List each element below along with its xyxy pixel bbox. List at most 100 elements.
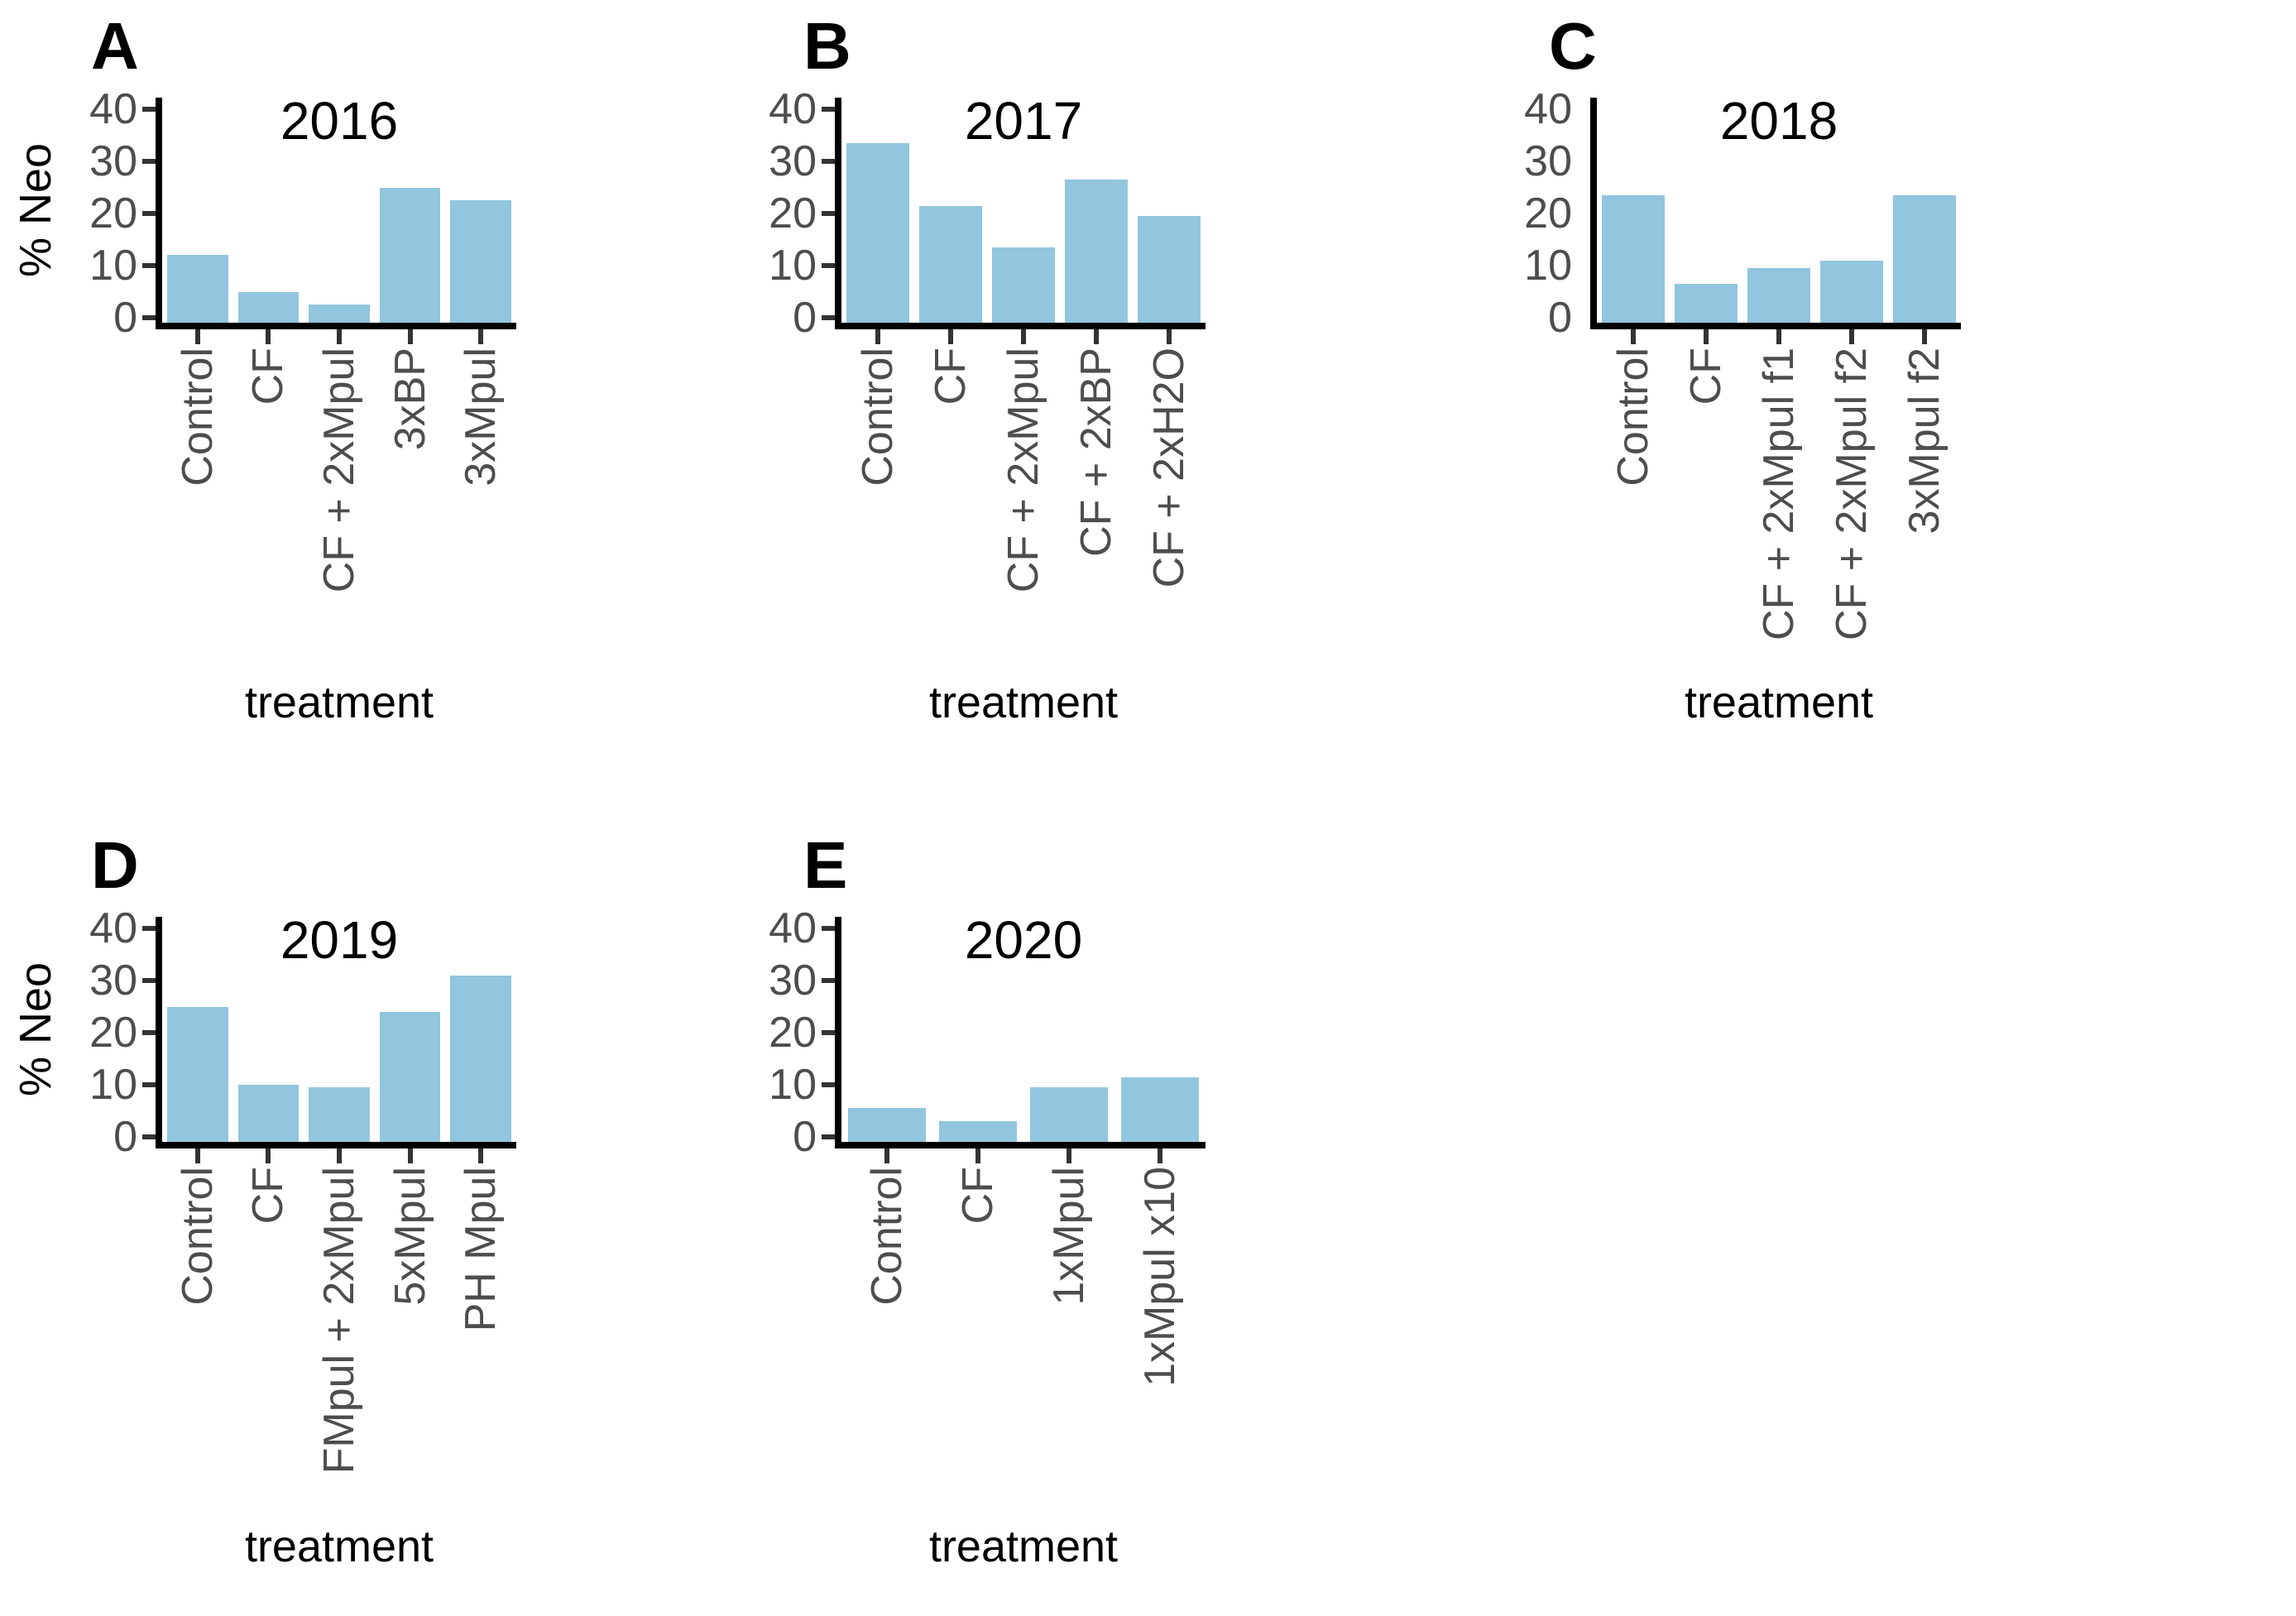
x-tick-label-cf-2xmpul-f2: CF + 2xMpul f2: [1828, 348, 1876, 641]
x-tick-label-control: Control: [854, 348, 902, 487]
bar-slot: [162, 917, 233, 1142]
bar-slot: [841, 98, 914, 323]
x-tick-label-cell: FMpul + 2xMpul: [304, 1167, 375, 1474]
x-tick-label-cell: Control: [162, 1167, 233, 1474]
x-tick-mark: [1922, 329, 1927, 344]
bar-ph-mpul: [450, 975, 511, 1142]
y-tick-label-30: 30: [89, 137, 137, 185]
panel-letter-A: A: [91, 9, 139, 83]
bar-cf-2xmpul-f2: [1820, 260, 1883, 323]
x-tick-labels: Control CF FMpul + 2xMpul 5xMpul PH Mpul: [162, 1167, 516, 1474]
bar-cf-2xbp: [1065, 180, 1128, 323]
x-axis-line: [835, 323, 1206, 329]
x-tick-mark: [478, 1148, 484, 1163]
x-tick-label-cell: CF + 2xMpul f2: [1815, 348, 1888, 640]
y-tick-label-20: 20: [89, 1009, 137, 1057]
x-tick-label-cf: CF: [954, 1167, 1002, 1225]
bar-3xbp: [379, 187, 441, 323]
y-tick-label-30: 30: [769, 137, 817, 185]
x-tick-mark: [478, 329, 484, 344]
bar-slot: [987, 98, 1060, 323]
bar-slot: [445, 917, 516, 1142]
y-tick-label-40: 40: [89, 85, 137, 133]
y-tick-mark: [142, 263, 156, 268]
x-tick-mark: [266, 329, 271, 344]
x-tick-label-cf: CF: [927, 348, 975, 405]
y-axis-line: [1590, 98, 1597, 329]
x-tick-label-cf: CF: [244, 348, 293, 405]
bar-slot: [1133, 98, 1206, 323]
bar-slot: [1815, 98, 1888, 323]
panel-letter-E: E: [803, 828, 848, 902]
y-axis-line: [835, 917, 841, 1148]
x-tick-label-cell: CF + 2xMpul: [304, 348, 375, 592]
y-axis-title: % Neo: [11, 143, 60, 277]
x-tick-label-cell: 3xMpul: [445, 348, 516, 592]
x-tick-label-cell: CF: [1670, 348, 1742, 640]
bars-container: [162, 98, 516, 323]
bar-cf: [919, 205, 982, 323]
y-tick-mark: [822, 263, 835, 268]
bar-slot: [375, 98, 446, 323]
y-tick-label-0: 0: [113, 294, 137, 342]
x-tick-mark: [1067, 1148, 1071, 1163]
x-axis-title: treatment: [928, 1522, 1119, 1571]
plot-title: 2019: [280, 910, 399, 970]
plot-area: 2017 0 10 20 30 40: [769, 88, 1206, 344]
bar-slot: [375, 917, 446, 1142]
bar-fmpul-2xmpul: [309, 1087, 370, 1142]
x-tick-label-cell: 3xMpul f2: [1888, 348, 1961, 640]
bar-control: [847, 1108, 927, 1142]
panel-E: E 2020 0 10 20 30 40 Control CF 1xMpul 1xMpul x10 t…: [765, 819, 1531, 1616]
bar-cf: [237, 1085, 300, 1142]
y-tick-mark: [822, 1030, 835, 1035]
y-tick-label-40: 40: [769, 904, 817, 952]
x-tick-mark: [1021, 329, 1026, 344]
y-tick-label-30: 30: [1524, 137, 1572, 185]
x-axis-title: treatment: [244, 678, 434, 727]
plot-title: 2016: [280, 91, 399, 151]
y-tick-label-0: 0: [1548, 294, 1572, 342]
x-axis-line: [156, 1142, 516, 1148]
y-tick-label-20: 20: [89, 189, 137, 237]
bar-slot: [304, 98, 375, 323]
x-tick-label-cell: CF + 2xH2O: [1133, 348, 1206, 592]
y-tick-label-40: 40: [89, 904, 137, 952]
x-tick-mark: [948, 329, 953, 344]
bar-slot: [1888, 98, 1961, 323]
bar-slot: [1114, 917, 1206, 1142]
bar-cf: [1675, 284, 1738, 323]
y-tick-label-10: 10: [89, 242, 137, 290]
x-tick-mark: [1158, 1148, 1162, 1163]
plot-title: 2017: [964, 91, 1083, 151]
bar-control: [1602, 194, 1665, 323]
y-tick-label-10: 10: [1524, 242, 1572, 290]
bars-container: [162, 917, 516, 1142]
x-tick-label-cell: CF + 2xBP: [1060, 348, 1133, 592]
bar-slot: [233, 917, 304, 1142]
x-tick-label-3xmpul-f2: 3xMpul f2: [1901, 348, 1948, 535]
plot-area: 2016 0 10 20 30 40: [89, 88, 516, 344]
y-tick-mark: [822, 159, 835, 164]
bar-slot: [1060, 98, 1133, 323]
x-tick-label-cell: PH Mpul: [445, 1167, 516, 1474]
y-tick-mark: [822, 107, 835, 112]
x-tick-mark: [875, 329, 880, 344]
y-tick-mark: [142, 107, 156, 112]
x-tick-labels: Control CF CF + 2xMpul 3xBP 3xMpul: [162, 348, 516, 592]
x-tick-mark: [1849, 329, 1854, 344]
x-tick-label-3xbp: 3xBP: [386, 348, 434, 451]
bar-3xmpul-f2: [1893, 194, 1956, 323]
panel-B: B 2017 0 10 20 30 40 Control CF CF + 2xMpul CF + 2…: [765, 0, 1531, 819]
bar-cf: [938, 1121, 1018, 1142]
x-tick-mark: [1704, 329, 1709, 344]
y-tick-label-0: 0: [113, 1113, 137, 1161]
x-tick-label-cell: Control: [1597, 348, 1670, 640]
x-tick-mark: [975, 1148, 980, 1163]
y-tick-mark: [142, 315, 156, 320]
bar-slot: [1670, 98, 1742, 323]
bar-slot: [932, 917, 1023, 1142]
x-tick-label-1xmpul: 1xMpul: [1045, 1167, 1093, 1306]
x-tick-mark: [266, 1148, 271, 1163]
x-tick-label-cell: 1xMpul x10: [1114, 1167, 1206, 1387]
